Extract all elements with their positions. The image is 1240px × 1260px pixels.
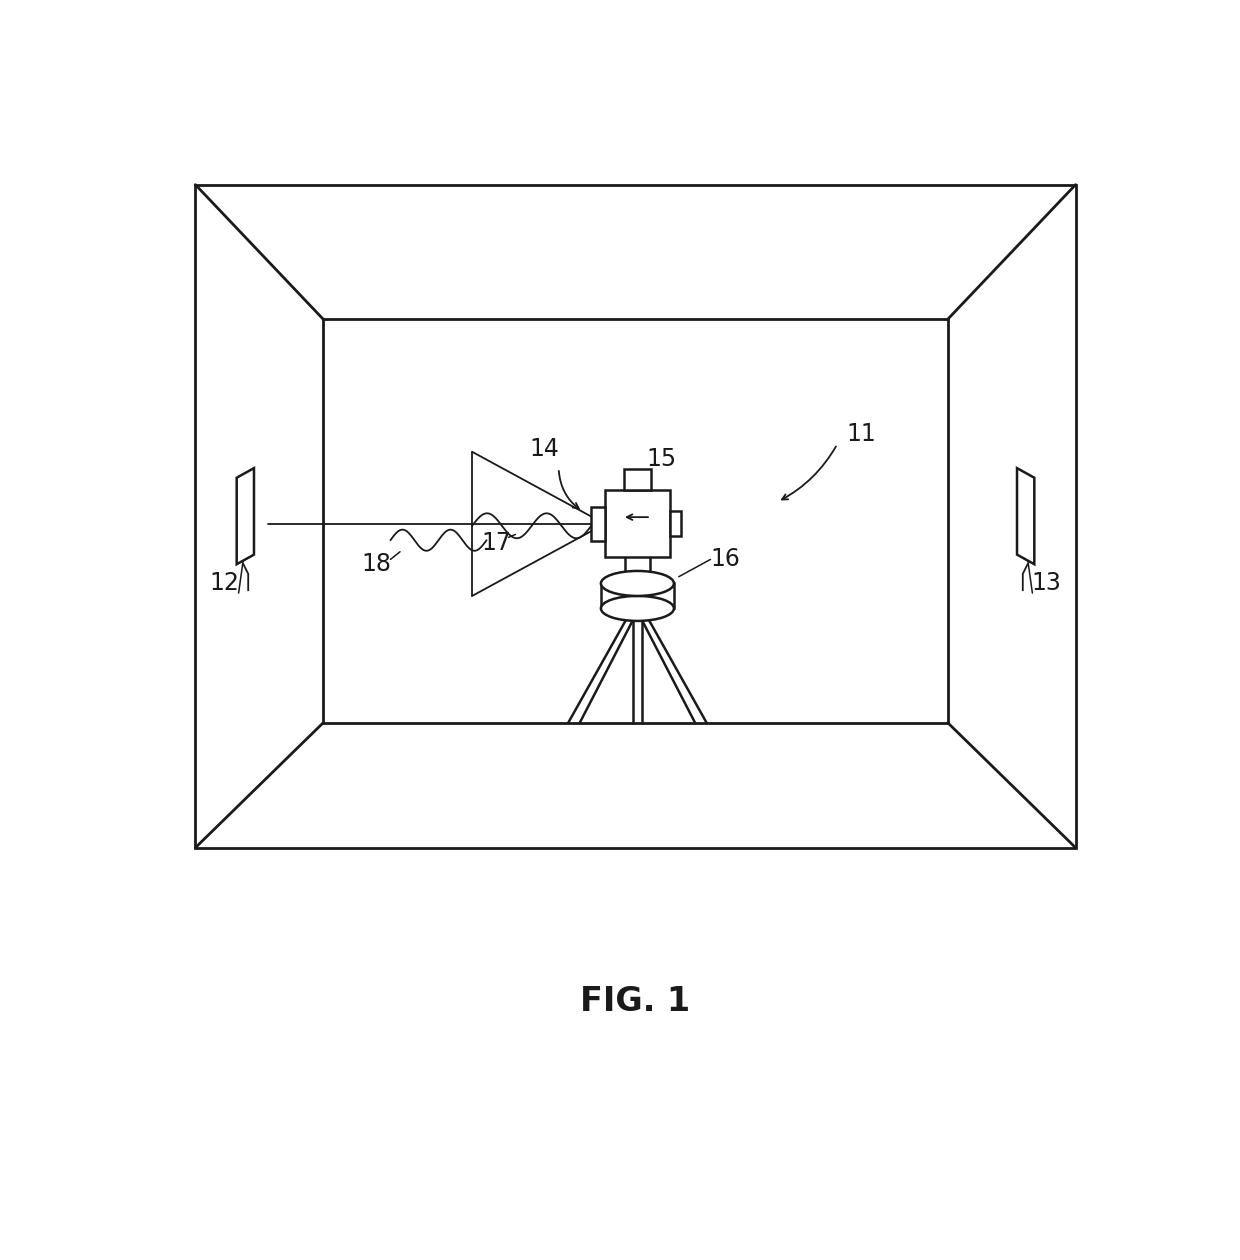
Text: 14: 14: [529, 437, 559, 461]
Ellipse shape: [601, 596, 675, 621]
Text: 17: 17: [481, 530, 511, 556]
Bar: [605, 490, 670, 557]
Bar: [670, 512, 681, 537]
Ellipse shape: [601, 571, 675, 596]
Text: 11: 11: [847, 422, 877, 446]
Text: 18: 18: [361, 552, 391, 576]
Text: 16: 16: [711, 547, 740, 572]
Bar: [624, 469, 651, 490]
Bar: [625, 554, 650, 572]
Text: 12: 12: [210, 572, 239, 596]
Polygon shape: [1017, 469, 1034, 564]
Text: 13: 13: [1032, 572, 1061, 596]
Bar: [601, 583, 675, 609]
Text: 15: 15: [646, 446, 677, 470]
Polygon shape: [237, 469, 254, 564]
Bar: [196, 185, 1075, 848]
Bar: [591, 507, 605, 541]
Text: FIG. 1: FIG. 1: [580, 985, 691, 1018]
